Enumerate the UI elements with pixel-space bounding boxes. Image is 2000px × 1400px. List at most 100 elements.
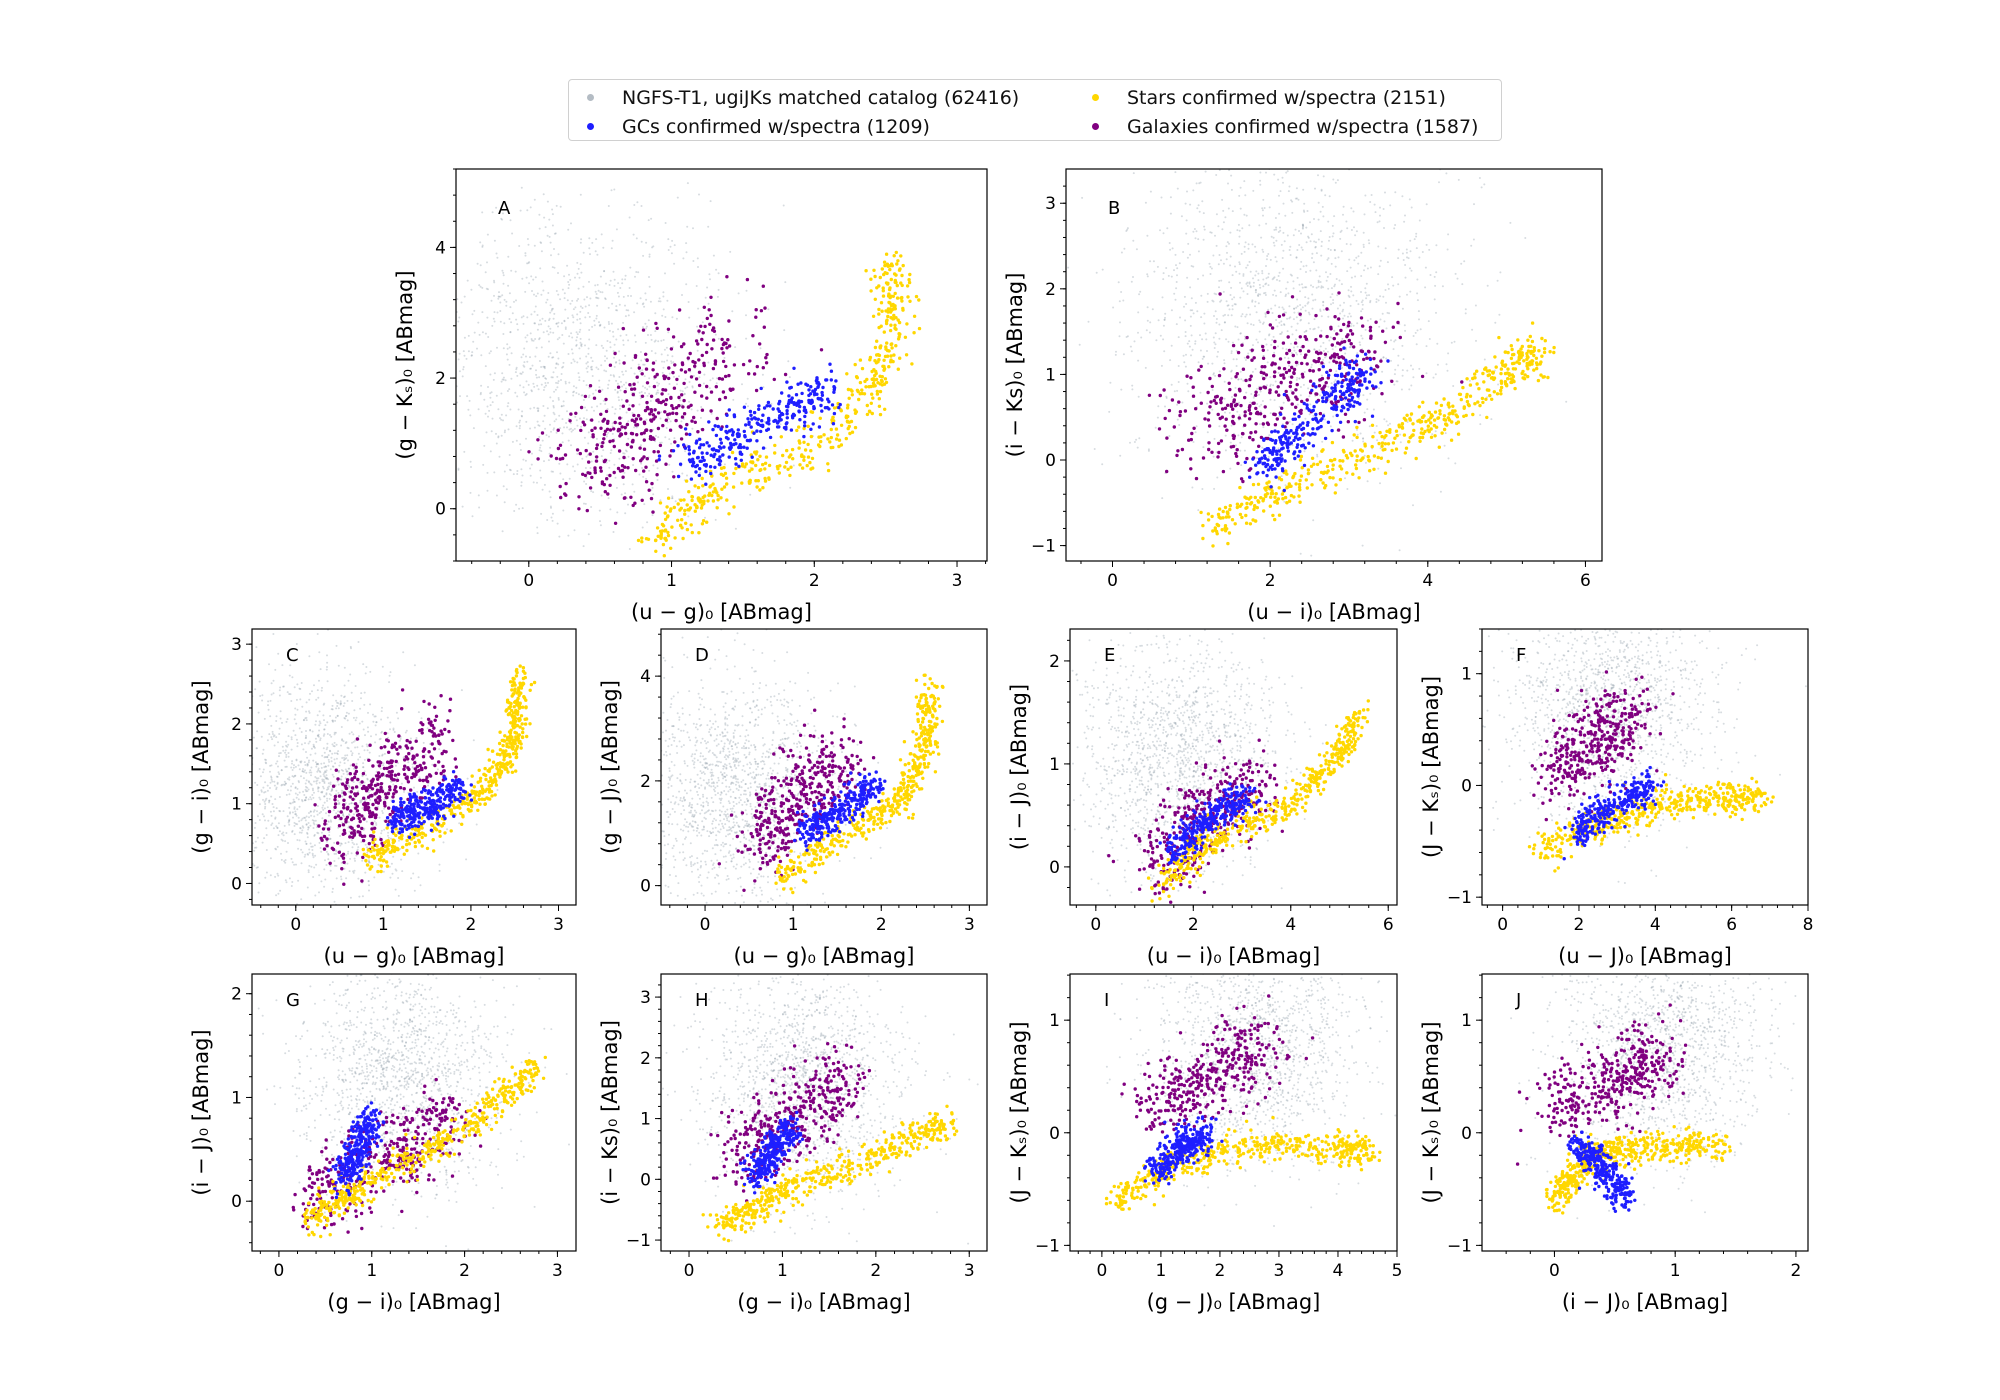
galaxy-point [651,436,655,440]
catalog-point [489,350,492,353]
catalog-point [1266,361,1269,364]
catalog-point [1101,463,1104,466]
catalog-point [1265,282,1268,285]
catalog-point [1365,159,1367,161]
catalog-point [1457,178,1460,181]
catalog-point [1384,289,1387,291]
catalog-point [547,355,550,358]
catalog-point [1215,244,1218,247]
galaxy-point [527,450,531,454]
star-point [1510,361,1515,366]
catalog-point [1324,347,1327,350]
catalog-point [602,399,605,402]
catalog-point [584,467,587,469]
star-point [702,499,706,503]
catalog-point [555,290,558,292]
catalog-point [553,390,556,393]
galaxy-point [641,328,646,332]
catalog-point [430,458,432,460]
catalog-point [1310,284,1312,287]
star-point [875,392,880,396]
catalog-point [536,384,539,387]
catalog-point [1445,172,1448,175]
catalog-point [1416,299,1419,302]
catalog-point [1362,437,1364,440]
gc-point [809,427,813,431]
catalog-point [651,514,654,517]
catalog-point [1137,395,1140,398]
gc-point [747,420,751,424]
catalog-point [520,468,523,471]
catalog-point [530,275,533,278]
star-point [690,530,694,535]
gc-point [1298,436,1302,441]
catalog-point [732,398,735,401]
gc-point [755,429,759,433]
star-point [875,339,879,343]
catalog-point [1305,286,1308,289]
catalog-point [598,321,600,324]
catalog-point [1339,312,1342,315]
catalog-point [511,312,514,315]
gc-point [825,405,829,410]
catalog-point [1203,355,1206,358]
star-point [1201,536,1205,541]
catalog-point [1254,245,1257,248]
catalog-point [1190,297,1193,300]
catalog-point [431,285,433,287]
catalog-point [503,298,506,301]
star-point [1490,376,1495,380]
catalog-point [1369,266,1372,269]
catalog-point [660,339,663,342]
star-point [905,284,910,288]
galaxy-point [1194,476,1199,481]
galaxy-point [1248,377,1252,382]
catalog-point [1366,408,1369,411]
catalog-point [640,240,643,243]
star-point [1355,458,1359,463]
galaxy-point [680,415,685,419]
galaxy-point [1165,436,1169,440]
catalog-point [472,340,475,343]
star-point [829,427,833,432]
star-point [1520,353,1525,357]
catalog-point [688,316,691,319]
catalog-point [536,532,539,535]
catalog-point [1286,330,1289,333]
catalog-point [687,515,690,518]
catalog-point [1249,285,1252,288]
catalog-point [1329,249,1332,251]
catalog-point [539,241,542,244]
catalog-point [784,281,787,284]
star-point [1482,380,1486,384]
catalog-point [576,361,579,364]
catalog-point [533,310,536,313]
catalog-point [441,287,443,289]
galaxy-point [717,376,722,381]
star-point [1457,392,1462,396]
catalog-point [707,302,710,305]
catalog-point [520,372,523,375]
star-point [895,296,900,300]
star-point [803,448,808,452]
catalog-point [1357,255,1360,258]
catalog-point [1162,272,1165,275]
catalog-point [716,295,719,298]
galaxy-point [1320,361,1324,365]
galaxy-point [1220,415,1225,419]
catalog-point [469,491,472,494]
star-point [826,462,830,466]
catalog-point [642,475,645,478]
star-point [1359,448,1363,452]
catalog-point [550,376,553,379]
catalog-point [700,406,703,408]
catalog-point [678,375,680,378]
catalog-point [637,363,640,366]
star-point [871,381,876,385]
catalog-point [502,333,505,335]
catalog-point [605,461,608,464]
catalog-point [538,360,541,362]
star-point [1379,456,1384,460]
catalog-point [442,331,444,333]
